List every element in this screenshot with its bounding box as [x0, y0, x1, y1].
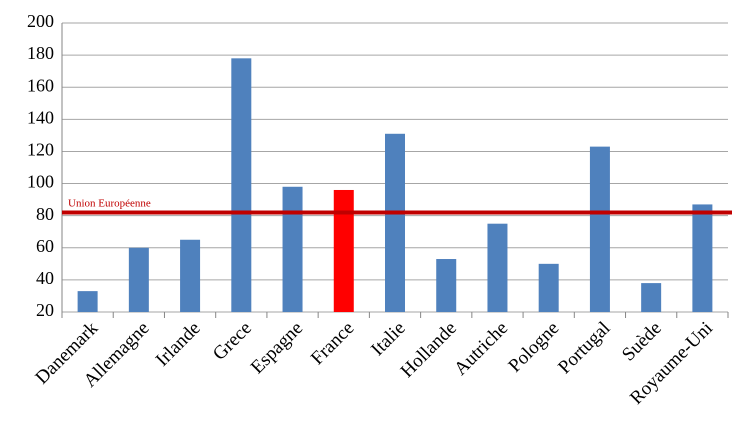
y-tick-label: 120	[27, 140, 54, 160]
bar	[538, 263, 559, 312]
bar	[641, 283, 662, 312]
x-tick-label: Italie	[367, 318, 409, 360]
reference-label: Union Européenne	[68, 197, 151, 209]
bar	[487, 223, 508, 312]
y-tick-label: 200	[27, 11, 54, 31]
y-tick-label: 80	[36, 204, 54, 224]
x-tick-label: Suède	[618, 318, 666, 366]
bar	[385, 133, 405, 312]
bar	[180, 239, 201, 312]
bar	[692, 204, 713, 312]
bar	[436, 259, 457, 312]
bar	[231, 58, 252, 313]
x-tick-label: Pologne	[504, 318, 563, 377]
y-tick-label: 40	[36, 268, 54, 288]
y-tick-label: 100	[27, 172, 54, 192]
y-tick-label: 20	[36, 300, 54, 320]
x-tick-label: Autriche	[450, 318, 512, 380]
x-tick-label: Espagne	[247, 318, 307, 378]
bar	[282, 186, 303, 312]
x-tick-label: Portugal	[554, 318, 614, 378]
x-tick-label: Hollande	[397, 318, 461, 382]
y-tick-label: 180	[27, 43, 54, 63]
bar	[333, 189, 354, 312]
x-tick-label: Irlande	[152, 318, 205, 371]
y-tick-label: 160	[27, 75, 54, 95]
bar	[128, 247, 149, 312]
x-tick-label: France	[307, 318, 358, 369]
x-tick-label: Grece	[209, 318, 256, 365]
bar	[77, 291, 98, 312]
y-tick-label: 60	[36, 236, 54, 256]
y-tick-label: 140	[27, 107, 54, 127]
bar	[589, 146, 610, 312]
